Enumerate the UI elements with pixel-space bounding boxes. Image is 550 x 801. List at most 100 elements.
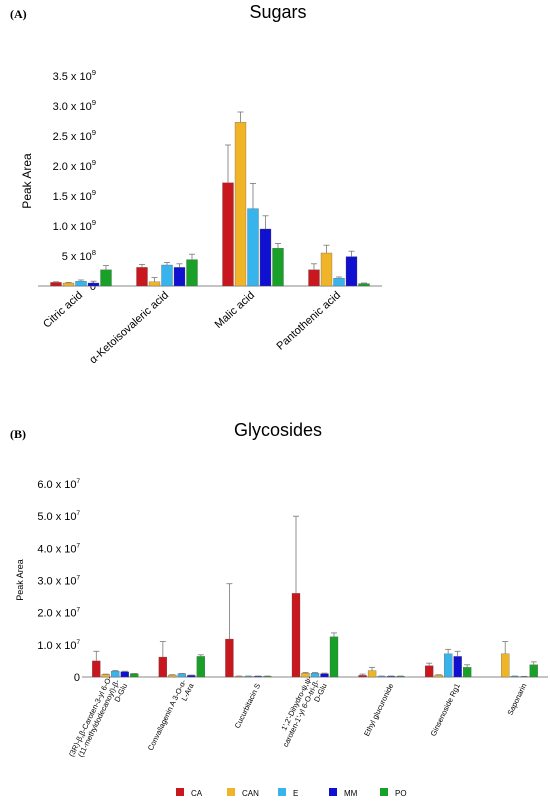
legend-swatch-can — [227, 788, 235, 796]
y-tick-label: 2.5 x 109 — [53, 128, 96, 143]
category-label-line: Cucurbitacin S — [233, 682, 262, 730]
y-tick-mantissa: 3.0 x 10 — [37, 576, 76, 588]
category-label: Citric acid — [41, 289, 85, 330]
legend-label-can: CAN — [242, 789, 259, 798]
legend-swatch-ca — [176, 788, 184, 796]
bar-e — [75, 281, 87, 287]
panel-b-bars — [92, 515, 538, 678]
bar-can — [148, 281, 161, 287]
y-tick-exponent: 7 — [76, 542, 80, 549]
y-tick-exponent: 7 — [76, 639, 80, 646]
y-tick-exponent: 9 — [92, 98, 96, 107]
category-label-line: Citric acid — [41, 289, 85, 330]
y-tick-mantissa: 2.0 x 10 — [53, 161, 92, 173]
category-label: Malic acid — [213, 289, 257, 331]
panel-b-ylabel: Peak Area — [15, 559, 25, 601]
category-label: (3R)-β,β-Caroten-3-yl 6-O-(11-methyldode… — [67, 674, 129, 766]
bar-can — [62, 282, 75, 287]
bar-mm — [453, 656, 462, 678]
bar-mm — [386, 676, 396, 678]
category-label-line: Ethyl glucuronide — [362, 682, 395, 738]
y-tick-label: 0 — [90, 281, 96, 293]
bar-e — [510, 676, 519, 678]
bar-po — [263, 676, 272, 678]
y-tick-label: 1.5 x 109 — [53, 188, 96, 203]
y-tick-mantissa: 1.0 x 10 — [37, 640, 76, 652]
category-label: Pantothenic acid — [275, 289, 343, 352]
y-tick-label: 1.0 x 109 — [53, 218, 96, 233]
panel-b-letter: (B) — [10, 427, 26, 441]
y-tick-mantissa: 1.5 x 10 — [53, 191, 92, 203]
y-tick-mantissa: 5.0 x 10 — [37, 511, 76, 523]
y-tick-mantissa: 3.5 x 10 — [53, 71, 92, 83]
y-tick-mantissa: 2.5 x 10 — [53, 131, 92, 143]
y-tick-label: 3.5 x 109 — [53, 68, 96, 83]
panel-a-xaxis: Citric acid α-Ketoisovaleric acid Malic ac… — [41, 289, 343, 366]
bar-can — [320, 252, 333, 287]
bar-e — [244, 676, 253, 678]
y-tick-mantissa: 1.0 x 10 — [53, 221, 92, 233]
bar-mm — [120, 671, 129, 678]
bar-can — [168, 674, 177, 678]
bar-po — [329, 636, 339, 678]
y-tick-exponent: 9 — [92, 158, 96, 167]
y-tick-exponent: 7 — [76, 478, 80, 485]
category-label-line: Ginsenoside Rg1 — [429, 682, 462, 738]
bar-e — [310, 672, 320, 678]
bar-ca — [50, 282, 62, 287]
bar-po — [130, 673, 139, 678]
y-tick-exponent: 8 — [92, 248, 96, 257]
bar-po — [272, 248, 284, 287]
y-tick-label: 3.0 x 109 — [53, 98, 96, 113]
y-tick-exponent: 9 — [92, 68, 96, 77]
y-tick-mantissa: 0 — [74, 672, 80, 684]
category-label: Cucurbitacin S — [233, 682, 262, 730]
panel-b-title: Glycosides — [234, 420, 322, 440]
category-label: Convallagenin A 3-O-α-L-Ara — [146, 677, 196, 755]
y-tick-mantissa: 3.0 x 10 — [53, 101, 92, 113]
bar-po — [462, 667, 472, 678]
category-label: α-Ketoisovaleric acid — [87, 289, 171, 366]
y-tick-label: 2.0 x 109 — [53, 158, 96, 173]
bar-po — [196, 656, 206, 678]
bar-e — [443, 653, 453, 678]
bar-ca — [225, 638, 234, 678]
y-tick-label: 2.0 x 107 — [37, 607, 80, 620]
y-tick-label: 3.0 x 107 — [37, 575, 80, 588]
bar-mm — [87, 282, 100, 287]
y-tick-exponent: 9 — [92, 188, 96, 197]
y-tick-label: 1.0 x 107 — [37, 639, 80, 652]
y-tick-exponent: 7 — [76, 510, 80, 517]
bar-can — [234, 122, 247, 287]
bar-ca — [136, 267, 148, 287]
y-tick-label: 5.0 x 107 — [37, 510, 80, 523]
bar-ca — [222, 182, 234, 287]
y-tick-mantissa: 2.0 x 10 — [37, 608, 76, 620]
bar-ca — [92, 660, 101, 678]
bar-ca — [424, 665, 434, 678]
legend: CA CAN E MM PO — [176, 788, 407, 798]
panel-b-xaxis: (3R)-β,β-Caroten-3-yl 6-O-(11-methyldode… — [67, 674, 529, 766]
category-label-line: α-Ketoisovaleric acid — [87, 289, 171, 366]
y-tick-label: 0 — [74, 672, 80, 684]
panel-a-letter: (A) — [10, 7, 27, 21]
bar-can — [234, 676, 244, 678]
y-tick-exponent: 9 — [92, 218, 96, 227]
bar-po — [396, 676, 405, 678]
bar-po — [100, 269, 112, 287]
bar-e — [247, 208, 259, 287]
category-label: Ethyl glucuronide — [362, 682, 395, 738]
category-label: Ginsenoside Rg1 — [429, 682, 462, 738]
y-tick-mantissa: 0 — [90, 281, 96, 293]
bar-mm — [253, 676, 263, 678]
bar-mm — [187, 675, 196, 678]
panel-a-title: Sugars — [249, 2, 306, 22]
bar-can — [434, 674, 443, 678]
y-tick-exponent: 9 — [92, 128, 96, 137]
y-tick-exponent: 7 — [76, 607, 80, 614]
category-label-line: Saponarin — [505, 682, 528, 717]
legend-swatch-mm — [329, 788, 337, 796]
